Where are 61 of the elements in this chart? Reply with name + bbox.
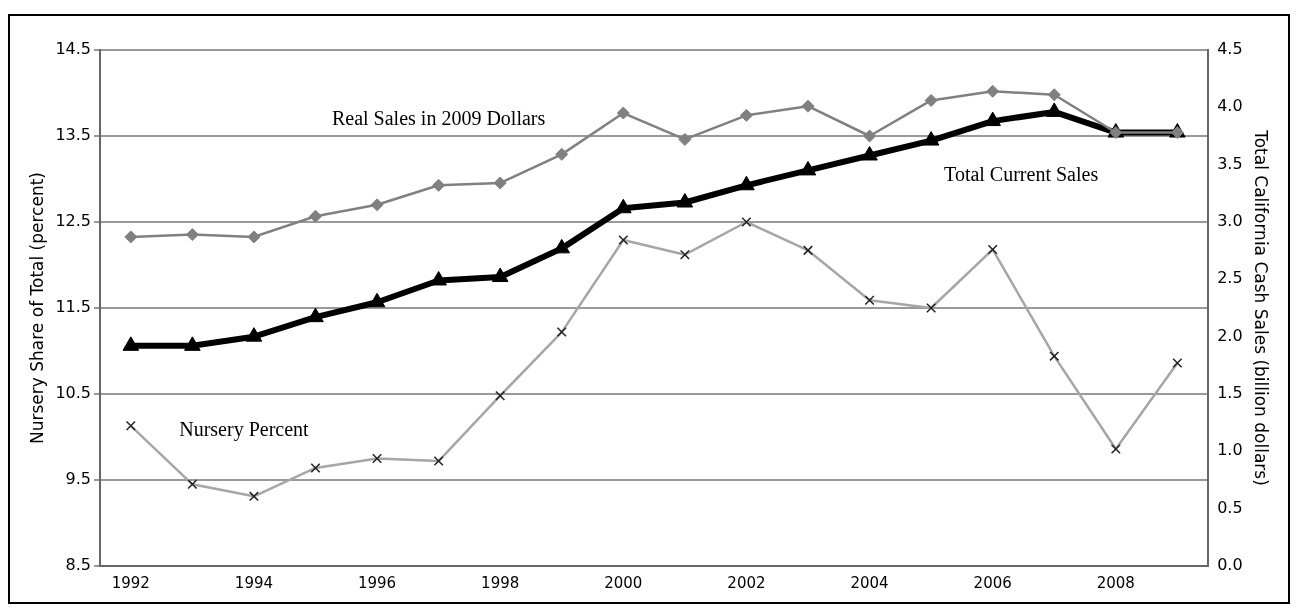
point: [491, 267, 509, 283]
point: [799, 160, 817, 176]
point: [924, 93, 938, 107]
y2-tick-label: 4.5: [1217, 39, 1243, 59]
x-tick-label: 1998: [481, 573, 520, 592]
point: [370, 198, 384, 212]
point: [247, 230, 261, 244]
point: [801, 99, 815, 113]
y-tick-label: 11.5: [55, 297, 92, 317]
y2-tick-label: 1.0: [1217, 440, 1243, 460]
x-tick-label: 1996: [357, 573, 397, 592]
y-tick-label: 13.5: [55, 125, 92, 145]
y-axis-title: Nursery Share of Total (percent): [26, 172, 47, 444]
point: [432, 178, 446, 192]
x-tick-label: 1994: [234, 573, 274, 592]
point: [368, 292, 386, 308]
point: [676, 193, 694, 208]
point: [863, 129, 877, 143]
x-tick-label: 2002: [727, 573, 766, 592]
point: [986, 84, 1000, 98]
point: [430, 270, 447, 286]
y-tick-label: 10.5: [55, 383, 92, 403]
x-tick-label: 2008: [1096, 573, 1135, 592]
point: [307, 307, 324, 323]
x-tick-label: 2004: [850, 573, 889, 592]
y-tick-label: 14.5: [55, 39, 92, 59]
point: [309, 209, 322, 223]
point: [185, 228, 199, 242]
y2-tick-label: 1.5: [1217, 383, 1243, 403]
y2-tick-label: 0.5: [1217, 497, 1243, 517]
point: [184, 336, 201, 351]
point: [922, 131, 940, 146]
point: [124, 230, 138, 244]
y-tick-label: 8.5: [65, 555, 92, 575]
series-label: Total Current Sales: [944, 162, 1099, 185]
point: [493, 176, 507, 190]
point: [739, 108, 753, 122]
point: [678, 132, 692, 146]
x-tick-label: 1992: [111, 573, 150, 592]
y-tick-label: 12.5: [55, 211, 92, 231]
y2-tick-label: 4.0: [1217, 96, 1243, 116]
series-label: Nursery Percent: [179, 418, 310, 442]
y2-tick-label: 0.0: [1217, 555, 1243, 575]
point: [984, 111, 1001, 127]
y2-tick-label: 2.0: [1217, 325, 1243, 345]
point: [555, 147, 569, 161]
point: [861, 145, 878, 161]
x-tick-label: 2006: [973, 573, 1012, 592]
y-tick-label: 9.5: [65, 469, 92, 489]
point: [122, 336, 140, 351]
y2-tick-label: 3.5: [1217, 153, 1243, 173]
point: [245, 327, 263, 342]
point: [616, 106, 630, 120]
point: [738, 175, 755, 191]
point: [615, 198, 632, 214]
x-tick-label: 2000: [604, 573, 643, 592]
y2-tick-label: 2.5: [1217, 268, 1243, 288]
series-label: Real Sales in 2009 Dollars: [331, 107, 546, 130]
y2-tick-label: 3.0: [1217, 211, 1243, 231]
y2-axis-title: Total California Cash Sales (billion dollars): [1251, 129, 1272, 486]
point: [1047, 88, 1061, 102]
